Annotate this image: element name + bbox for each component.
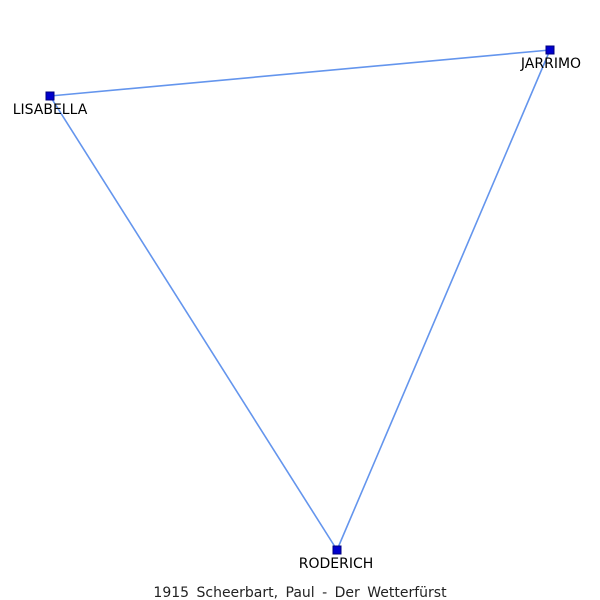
graph-caption: 1915 Scheerbart, Paul - Der Wetterfürst — [153, 585, 447, 600]
nodes-layer: LISABELLA JARRIMO RODERICH — [13, 45, 581, 572]
edge-lisabella-jarrimo — [49, 49, 551, 97]
edge-lisabella-roderich — [49, 95, 338, 551]
edge-jarrimo-roderich — [336, 49, 551, 551]
node-marker — [45, 91, 55, 101]
node-label: JARRIMO — [520, 56, 581, 72]
node-label: LISABELLA — [13, 102, 88, 118]
node-roderich: RODERICH — [299, 545, 374, 572]
node-lisabella: LISABELLA — [13, 91, 88, 118]
edges-layer — [49, 49, 551, 551]
node-marker — [545, 45, 555, 55]
node-jarrimo: JARRIMO — [520, 45, 581, 72]
node-marker — [332, 545, 342, 555]
node-label: RODERICH — [299, 556, 374, 572]
